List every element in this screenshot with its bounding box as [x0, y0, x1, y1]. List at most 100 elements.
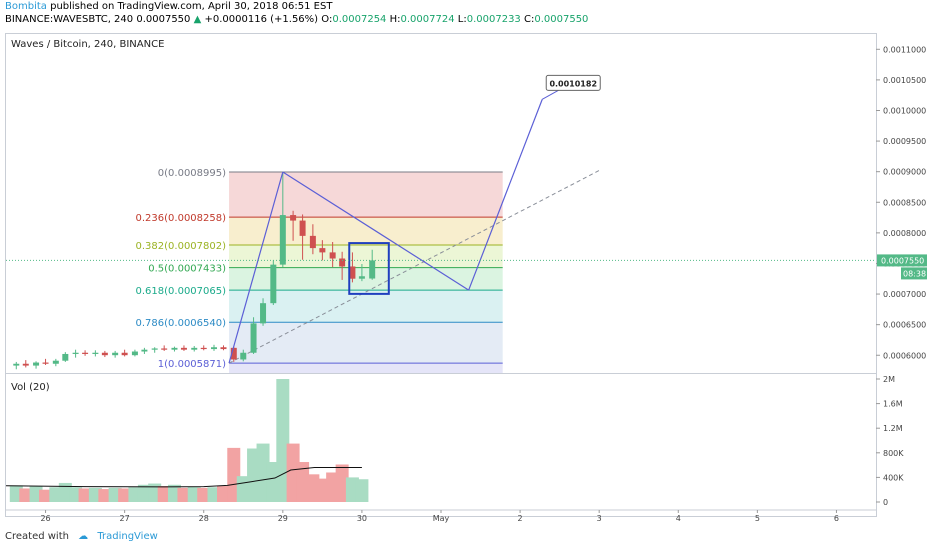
candle-body — [260, 303, 267, 324]
fib-zone — [229, 267, 503, 291]
low-value: 0.0007233 — [466, 14, 521, 25]
volume-tick-label: 1.2M — [883, 424, 903, 433]
close-value: 0.0007550 — [534, 14, 589, 25]
fib-level-label: 1(0.0005871) — [158, 359, 226, 370]
time-tick-label: 4 — [676, 514, 681, 523]
time-tick-label: May — [433, 514, 450, 523]
candle-body — [191, 347, 198, 350]
candle-body — [299, 220, 306, 236]
volume-bar — [276, 379, 290, 502]
volume-bar — [118, 488, 132, 502]
projection-leg — [468, 99, 543, 291]
candle-body — [309, 235, 316, 249]
change-up-icon: ▲ — [193, 14, 202, 25]
time-tick-label: 2 — [518, 514, 523, 523]
fib-level-label: 0.236(0.0008258) — [136, 213, 227, 224]
created-with-text: Created with — [5, 531, 69, 542]
candle-body — [13, 363, 20, 366]
volume-bar — [78, 488, 92, 502]
fib-level-label: 0(0.0008995) — [158, 168, 226, 179]
price-tick-label: 0.0011000 — [883, 45, 926, 54]
publisher-line: Bombita published on TradingView.com, Ap… — [5, 1, 332, 12]
time-tick-label: 28 — [199, 514, 209, 523]
time-tick-label: 3 — [597, 514, 602, 523]
fib-level-label: 0.382(0.0007802) — [136, 241, 227, 252]
volume-bar — [256, 443, 270, 502]
price-tick-label: 0.0007000 — [883, 290, 926, 299]
high-label: H: — [389, 14, 401, 25]
projection-label-box — [545, 74, 601, 91]
candle-body — [270, 264, 277, 304]
fib-zone — [229, 322, 503, 364]
candle-body — [200, 347, 207, 350]
time-tick-label: 27 — [120, 514, 130, 523]
volume-tick-label: 800K — [883, 449, 904, 458]
volume-bar — [19, 488, 33, 502]
volume-tick-label: 2M — [883, 375, 895, 384]
candle-body — [339, 258, 346, 267]
volume-ma-line — [5, 467, 362, 488]
candle-body — [180, 347, 187, 350]
change-value: +0.0000116 (+1.56%) — [204, 14, 319, 25]
candle-body — [151, 348, 158, 350]
fib-zone — [229, 290, 503, 323]
author-link[interactable]: Bombita — [5, 1, 47, 12]
projection-leg — [228, 171, 284, 364]
fib-level-label: 0.5(0.0007433) — [148, 264, 226, 275]
candle-body — [279, 215, 286, 265]
footer: Created with ☁ TradingView — [5, 531, 158, 542]
volume-bar — [177, 487, 191, 502]
candle-body — [42, 362, 49, 364]
candle-body — [171, 347, 178, 350]
volume-bar — [315, 478, 329, 502]
chart-title: Waves / Bitcoin, 240, BINANCE — [11, 39, 164, 50]
volume-bar — [217, 486, 230, 502]
candle-body — [52, 360, 59, 364]
volume-tick-label: 1.6M — [883, 400, 903, 409]
time-tick-label: 29 — [278, 514, 288, 523]
high-value: 0.0007724 — [400, 14, 455, 25]
time-tick-label: 30 — [357, 514, 367, 523]
countdown-tag: 08:38 — [903, 269, 926, 278]
fib-level-label: 0.786(0.0006540) — [136, 318, 227, 329]
price-tick-label: 0.0006500 — [883, 321, 926, 330]
price-tick-label: 0.0010000 — [883, 106, 926, 115]
candle-body — [250, 323, 257, 353]
fib-zone — [229, 363, 503, 373]
volume-title: Vol (20) — [11, 382, 50, 393]
price-tick-label: 0.0008500 — [883, 198, 926, 207]
volume-bar — [335, 464, 349, 502]
candle-body — [240, 352, 247, 360]
fib-zone — [229, 217, 503, 245]
volume-bar — [157, 486, 171, 502]
candle-body — [22, 363, 29, 366]
tradingview-cloud-icon: ☁ — [78, 531, 89, 542]
volume-tick-label: 0 — [883, 498, 888, 507]
price-tick-label: 0.0008000 — [883, 229, 926, 238]
time-tick-label: 6 — [834, 514, 839, 523]
candle-body — [349, 266, 356, 279]
highlight-box — [348, 242, 390, 295]
volume-bar — [197, 487, 211, 502]
price-tick-label: 0.0006000 — [883, 351, 926, 360]
symbol-line: BINANCE:WAVESBTC, 240 0.0007550 ▲ +0.000… — [5, 14, 588, 25]
time-tick-label: 26 — [40, 514, 50, 523]
volume-bar — [98, 489, 112, 502]
last-price-tag: 0.0007550 — [881, 256, 924, 265]
projection-label: 0.0010182 — [549, 79, 597, 88]
open-value: 0.0007254 — [332, 14, 387, 25]
volume-bar — [355, 479, 369, 502]
fib-zone — [229, 244, 503, 268]
candle-body — [220, 347, 227, 350]
time-tick-label: 5 — [755, 514, 760, 523]
candle-body — [319, 248, 326, 253]
projection-leg — [282, 171, 470, 291]
candle-body — [92, 352, 99, 354]
tradingview-brand[interactable]: TradingView — [97, 531, 158, 542]
candle-body — [121, 352, 128, 356]
countdown-tag-bg — [901, 267, 927, 280]
volume-bar — [39, 489, 53, 502]
symbol-text: BINANCE:WAVESBTC, 240 — [5, 14, 134, 25]
candle-body — [62, 353, 69, 361]
